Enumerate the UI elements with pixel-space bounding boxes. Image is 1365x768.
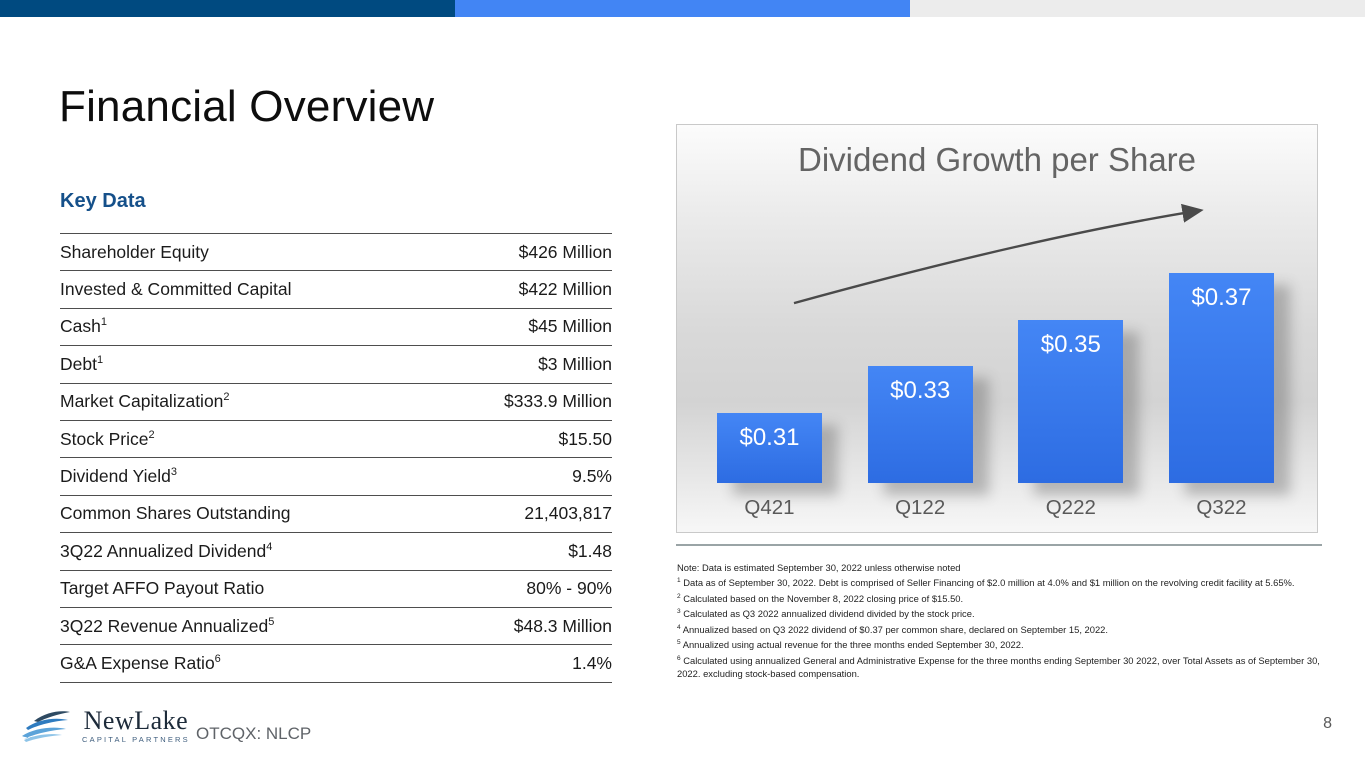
bar-value-label: $0.31	[739, 424, 800, 451]
table-row: Stock Price2 $15.50	[60, 421, 612, 459]
chart-column: $0.33 Q122	[867, 366, 973, 520]
table-row: Dividend Yield3 9.5%	[60, 458, 612, 496]
row-label: Shareholder Equity	[60, 241, 209, 262]
row-value: 21,403,817	[524, 503, 612, 524]
accent-segment-navy	[0, 0, 455, 17]
row-label: 3Q22 Annualized Dividend4	[60, 540, 273, 561]
row-label: Target AFFO Payout Ratio	[60, 578, 265, 599]
chart-title: Dividend Growth per Share	[797, 141, 1197, 178]
note-line: 4 Annualized based on Q3 2022 dividend o…	[677, 623, 1109, 635]
note-line: 6 Calculated using annualized General an…	[677, 654, 1320, 679]
note-line: 3 Calculated as Q3 2022 annualized divid…	[677, 608, 975, 620]
key-data-table: Shareholder Equity $426 Million Invested …	[60, 233, 612, 683]
chart-column: $0.35 Q222	[1018, 320, 1124, 520]
table-row: Common Shares Outstanding 21,403,817	[60, 496, 612, 534]
row-label: G&A Expense Ratio6	[60, 652, 221, 673]
table-row: Invested & Committed Capital $422 Million	[60, 271, 612, 309]
row-label: 3Q22 Revenue Annualized5	[60, 615, 275, 636]
table-row: 3Q22 Revenue Annualized5 $48.3 Million	[60, 608, 612, 646]
key-data-heading: Key Data	[60, 190, 146, 212]
logo-text: NewLake CAPITAL PARTNERS	[82, 706, 190, 745]
bar-q322: $0.37	[1168, 273, 1274, 483]
row-label: Debt1	[60, 353, 104, 374]
table-row: Cash1 $45 Million	[60, 309, 612, 347]
row-value: 1.4%	[572, 652, 612, 673]
dividend-growth-chart: Dividend Growth per Share $0.31 Q421 $0.33…	[676, 124, 1318, 533]
page-number: 8	[1323, 715, 1332, 732]
axis-category-label: Q122	[895, 496, 946, 519]
row-label: Invested & Committed Capital	[60, 279, 292, 300]
row-label: Common Shares Outstanding	[60, 503, 291, 524]
axis-category-label: Q322	[1196, 496, 1247, 519]
chart-bars: $0.31 Q421 $0.33 Q122 $0.35 Q222 $0.37 Q322	[717, 273, 1274, 520]
chart-column: $0.31 Q421	[717, 413, 822, 520]
chart-separator-line	[676, 544, 1322, 546]
row-value: 9.5%	[572, 466, 612, 487]
bar-q421: $0.31	[717, 413, 822, 483]
table-row: G&A Expense Ratio6 1.4%	[60, 645, 612, 683]
page-title: Financial Overview	[59, 82, 435, 131]
note-line: 2 Calculated based on the November 8, 20…	[677, 592, 964, 604]
row-value: $422 Million	[518, 279, 612, 300]
table-row: 3Q22 Annualized Dividend4 $1.48	[60, 533, 612, 571]
row-value: $426 Million	[518, 241, 612, 262]
accent-segment-gray	[910, 0, 1365, 17]
row-label: Dividend Yield3	[60, 466, 178, 487]
bar-value-label: $0.37	[1191, 284, 1252, 311]
row-label: Stock Price2	[60, 428, 155, 449]
bar-value-label: $0.35	[1040, 331, 1101, 358]
row-value: $45 Million	[528, 316, 612, 337]
note-line: 5 Annualized using actual revenue for th…	[677, 639, 1024, 651]
stock-ticker: OTCQX: NLCP	[196, 724, 312, 743]
table-row: Target AFFO Payout Ratio 80% - 90%	[60, 571, 612, 608]
bar-value-label: $0.33	[890, 377, 951, 404]
footnotes: Note: Data is estimated September 30, 20…	[677, 559, 1325, 680]
row-value: $1.48	[568, 540, 612, 561]
table-row: Shareholder Equity $426 Million	[60, 234, 612, 272]
row-value: $3 Million	[538, 353, 612, 374]
row-value: $333.9 Million	[504, 391, 612, 412]
note-line: 1 Data as of September 30, 2022. Debt is…	[677, 577, 1295, 589]
note-line: Note: Data is estimated September 30, 20…	[677, 562, 961, 574]
axis-category-label: Q222	[1045, 496, 1096, 519]
row-label: Cash1	[60, 316, 107, 337]
wave-icon	[22, 711, 70, 742]
axis-category-label: Q421	[744, 496, 795, 519]
company-logo: NewLake CAPITAL PARTNERS	[20, 706, 190, 746]
chart-column: $0.37 Q322	[1168, 273, 1274, 520]
row-value: 80% - 90%	[526, 578, 612, 599]
table-row: Debt1 $3 Million	[60, 346, 612, 384]
table-row: Market Capitalization2 $333.9 Million	[60, 384, 612, 421]
row-label: Market Capitalization2	[60, 391, 230, 412]
top-accent-bar	[0, 0, 1365, 17]
logo-subtitle: CAPITAL PARTNERS	[82, 735, 190, 744]
trend-arrow	[793, 203, 1204, 305]
logo-name: NewLake	[83, 706, 189, 735]
accent-segment-blue	[455, 0, 910, 17]
row-value: $48.3 Million	[513, 615, 612, 636]
row-value: $15.50	[558, 428, 612, 449]
bar-q222: $0.35	[1018, 320, 1124, 483]
bar-q122: $0.33	[867, 366, 973, 483]
